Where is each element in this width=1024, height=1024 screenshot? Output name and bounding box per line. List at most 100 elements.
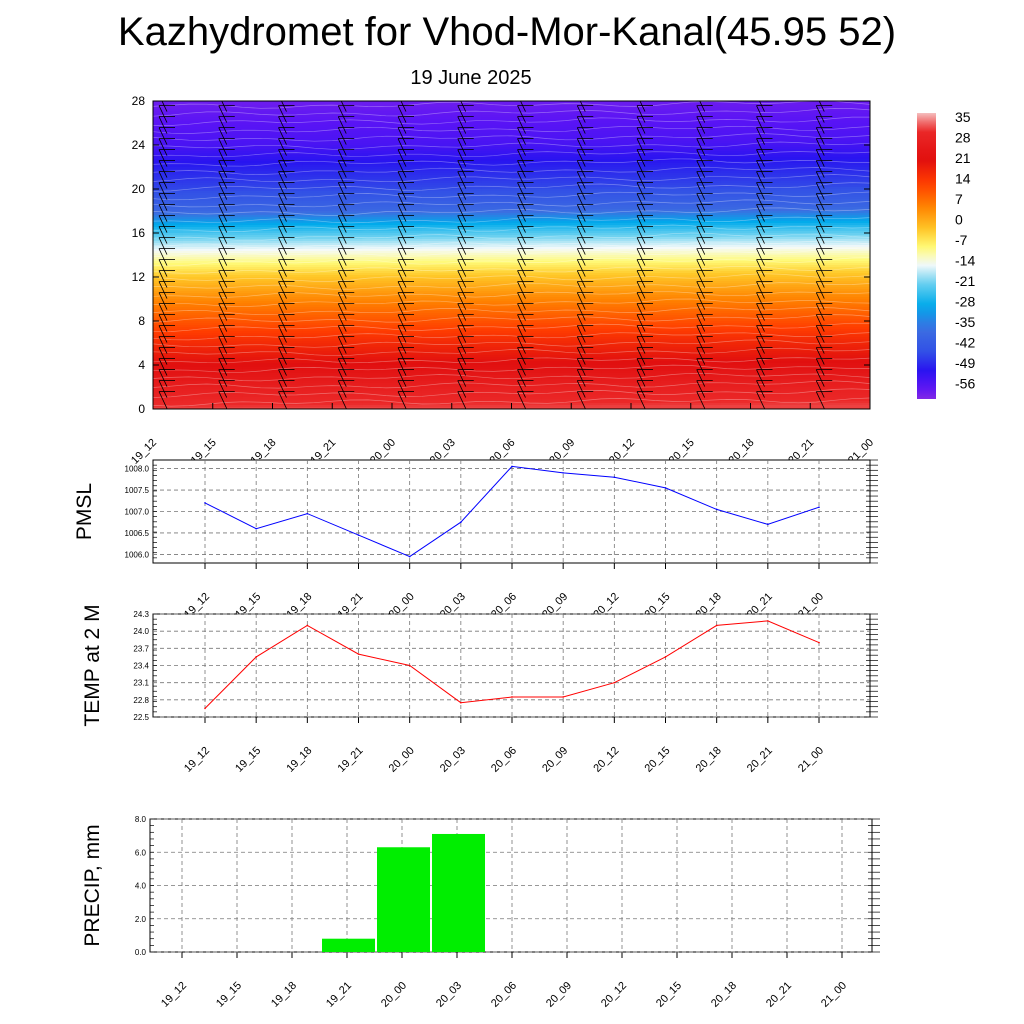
heatmap-cell <box>392 309 423 312</box>
heatmap-cell <box>750 399 781 402</box>
heatmap-cell <box>392 143 423 146</box>
heatmap-cell <box>272 127 303 130</box>
heatmap-cell <box>571 127 602 130</box>
heatmap-cell <box>631 163 662 166</box>
heatmap-cell <box>840 159 870 162</box>
heatmap-cell <box>810 223 841 226</box>
heatmap-cell <box>810 103 841 106</box>
heatmap-cell <box>302 117 333 120</box>
heatmap-cell <box>601 337 632 340</box>
heatmap-cell <box>302 291 333 294</box>
wind-barb <box>636 171 646 189</box>
heatmap-cell <box>153 177 184 180</box>
heatmap-cell <box>631 229 662 232</box>
heatmap-cell <box>302 201 333 204</box>
heatmap-cell <box>332 265 363 268</box>
heatmap-cell <box>212 289 244 292</box>
heatmap-cell <box>660 303 692 306</box>
heatmap-cell <box>302 285 333 288</box>
heatmap-cell <box>332 217 363 220</box>
heatmap-cell <box>511 163 542 166</box>
heatmap-cell <box>631 161 662 164</box>
heatmap-cell <box>571 261 602 264</box>
heatmap-cell <box>511 367 542 370</box>
x-tick-label: 19_12 <box>182 745 212 775</box>
heatmap-cell <box>601 307 632 310</box>
wind-barb <box>576 171 586 189</box>
heatmap-cell <box>571 375 602 378</box>
heatmap-cell <box>541 245 572 248</box>
heatmap-cell <box>153 101 184 104</box>
heatmap-cell <box>392 119 423 122</box>
heatmap-cell <box>541 331 572 334</box>
heatmap-cell <box>720 275 752 278</box>
heatmap-cell <box>541 279 572 282</box>
heatmap-cell <box>571 361 602 364</box>
heatmap-cell <box>690 263 722 266</box>
heatmap-cell <box>242 393 274 396</box>
heatmap-cell <box>660 157 692 160</box>
heatmap-cell <box>362 171 393 174</box>
heatmap-cell <box>690 193 722 196</box>
heatmap-cell <box>242 247 274 250</box>
heatmap-cell <box>660 361 692 364</box>
heatmap-cell <box>511 251 542 254</box>
heatmap-cell <box>212 197 244 200</box>
heatmap-cell <box>451 259 483 262</box>
heatmap-cell <box>153 117 184 120</box>
heatmap-cell <box>690 401 722 404</box>
heatmap-cell <box>840 389 870 392</box>
heatmap-cell <box>332 137 363 140</box>
heatmap-cell <box>272 281 303 284</box>
heatmap-cell <box>690 333 722 336</box>
heatmap-cell <box>631 359 662 362</box>
heatmap-cell <box>392 225 423 228</box>
heatmap-cell <box>302 341 333 344</box>
heatmap-cell <box>212 121 244 124</box>
heatmap-cell <box>182 173 214 176</box>
heatmap-cell <box>750 161 781 164</box>
heatmap-cell <box>601 185 632 188</box>
heatmap-cell <box>451 383 483 386</box>
heatmap-cell <box>571 387 602 390</box>
heatmap-cell <box>481 403 513 406</box>
heatmap-cell <box>212 203 244 206</box>
heatmap-cell <box>362 295 393 298</box>
heatmap-cell <box>153 155 184 158</box>
heatmap-cell <box>392 215 423 218</box>
heatmap-cell <box>362 169 393 172</box>
heatmap-cell <box>571 199 602 202</box>
heatmap-cell <box>272 123 303 126</box>
heatmap-cell <box>182 343 214 346</box>
heatmap-cell <box>182 149 214 152</box>
heatmap-cell <box>153 355 184 358</box>
heatmap-cell <box>660 297 692 300</box>
heatmap-cell <box>392 301 423 304</box>
heatmap-cell <box>511 275 542 278</box>
heatmap-cell <box>511 365 542 368</box>
heatmap-cell <box>541 355 572 358</box>
heatmap-cell <box>153 389 184 392</box>
heatmap-cell <box>392 207 423 210</box>
heatmap-cell <box>750 395 781 398</box>
heatmap-cell <box>332 237 363 240</box>
heatmap-cell <box>810 137 841 140</box>
heatmap-cell <box>332 105 363 108</box>
heatmap-cell <box>421 219 453 222</box>
heatmap-cell <box>840 371 870 374</box>
heatmap-cell <box>541 341 572 344</box>
wind-barb <box>337 226 347 244</box>
heatmap-cell <box>660 341 692 344</box>
heatmap-cell <box>660 173 692 176</box>
heatmap-cell <box>332 235 363 238</box>
heatmap-cell <box>153 321 184 324</box>
heatmap-cell <box>541 229 572 232</box>
heatmap-cell <box>720 199 752 202</box>
heatmap-cell <box>840 359 870 362</box>
heatmap-cell <box>511 377 542 380</box>
heatmap-cell <box>481 183 513 186</box>
heatmap-cell <box>511 123 542 126</box>
heatmap-cell <box>362 109 393 112</box>
heatmap-cell <box>182 307 214 310</box>
heatmap-cell <box>690 203 722 206</box>
